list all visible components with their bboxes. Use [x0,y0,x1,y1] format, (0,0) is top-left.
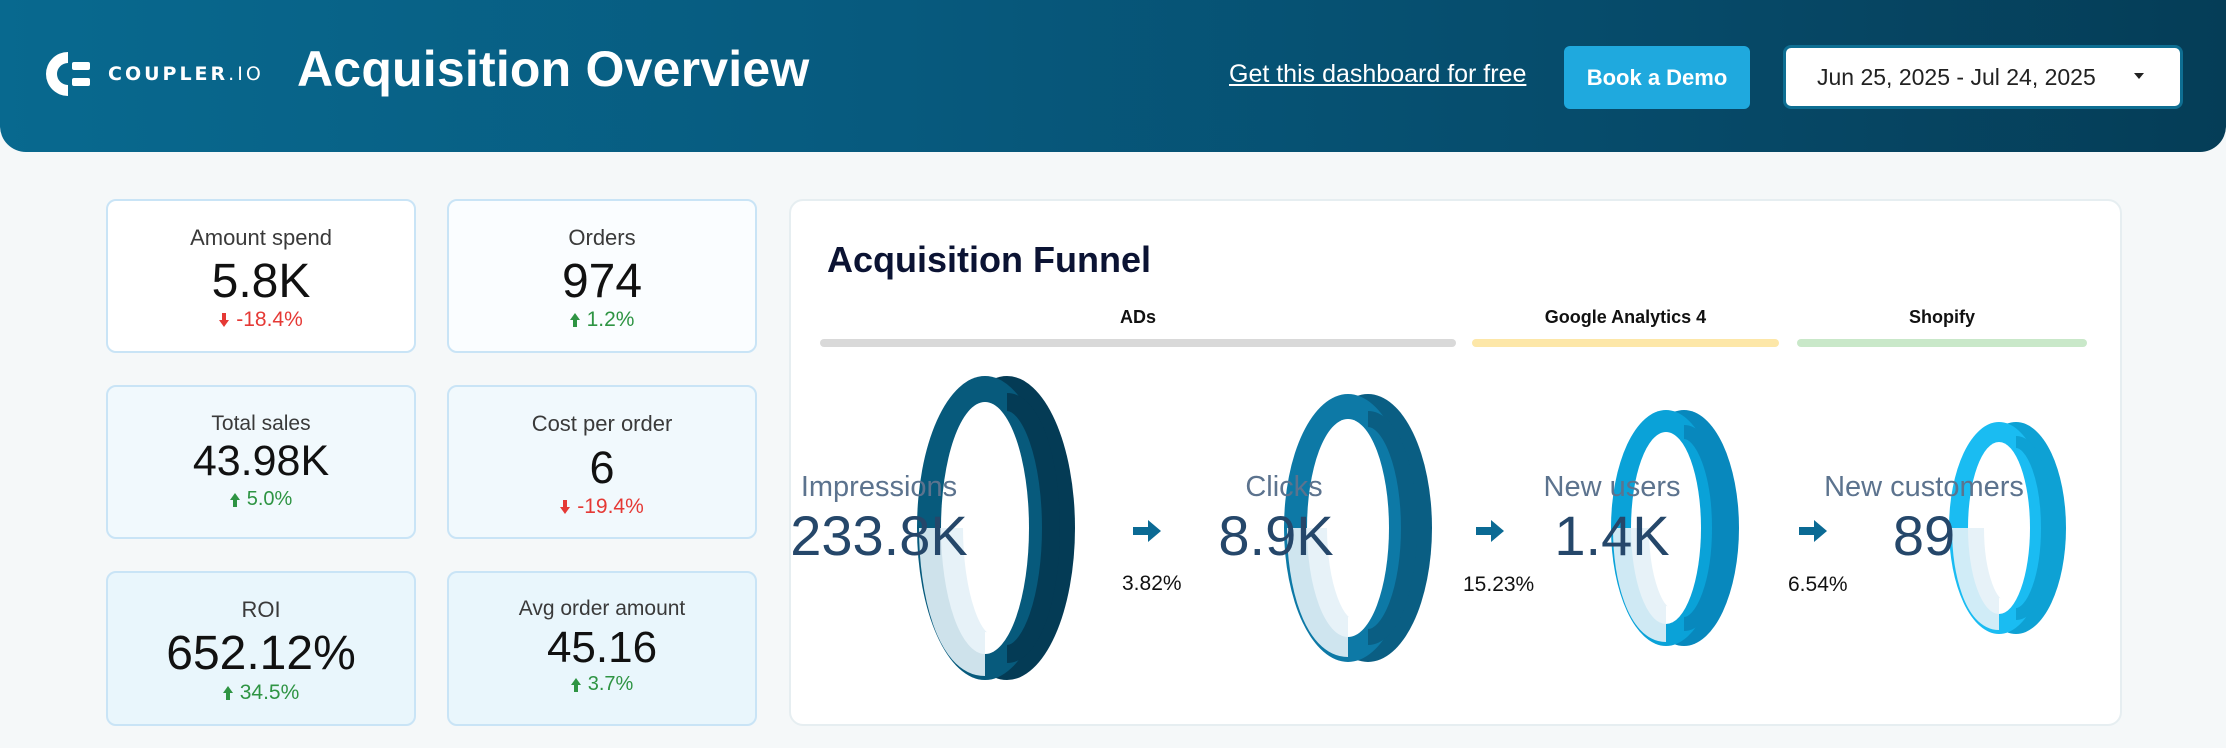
kpi-label: ROI [241,597,281,622]
conversion-rate: 6.54% [1788,573,1848,596]
kpi-delta: 5.0% [108,488,414,511]
kpi-value: 45.16 [546,623,658,672]
kpi-card-amount-spend: Amount spend 5.8K -18.4% [106,199,416,353]
stage-name-new-customers: New customers [1824,471,2024,503]
section-label-ads: ADs [1119,307,1156,327]
stage-name-new-users: New users [1543,471,1681,503]
arrow-up-icon [570,677,581,692]
stage-value-new-customers: 89 [1892,504,1956,567]
funnel-rings [917,376,2066,680]
kpi-card-orders: Orders 974 1.2% [447,199,757,353]
date-range-value: Jun 25, 2025 - Jul 24, 2025 [1817,63,2096,90]
stage-value-clicks: 8.9K [1218,504,1334,567]
date-range-picker[interactable]: Jun 25, 2025 - Jul 24, 2025 [1783,45,2183,109]
stage-name-impressions: Impressions [800,471,958,503]
section-label-ga4: Google Analytics 4 [1544,307,1707,327]
arrow-right-icon [1133,520,1161,542]
kpi-value: 5.8K [211,255,311,308]
kpi-delta: 1.2% [449,308,755,332]
coupler-logo-icon [46,52,90,96]
kpi-value: 652.12% [166,627,356,680]
page-title: Acquisition Overview [297,41,810,97]
section-bar-shopify [1797,339,2087,347]
arrow-right-icon [1476,520,1504,542]
logo-wordmark: COUPLER.IO [108,63,264,85]
section-bar-ads [820,339,1456,347]
dropdown-caret-icon [2134,73,2144,79]
kpi-value: 974 [561,255,643,308]
conversion-rate: 15.23% [1463,573,1535,596]
arrow-down-icon [219,313,230,327]
kpi-label: Avg order amount [518,597,686,620]
funnel-title: Acquisition Funnel [827,239,1151,280]
get-dashboard-link[interactable]: Get this dashboard for free [1229,60,1527,88]
kpi-label: Orders [568,225,636,250]
kpi-delta: -19.4% [449,495,755,519]
stage-value-impressions: 233.8K [790,504,968,567]
ring-new-users-icon [1611,410,1739,646]
kpi-value: 6 [589,442,615,493]
kpi-card-avg-order-amount: Avg order amount 45.16 3.7% [447,571,757,726]
arrow-down-icon [560,500,571,514]
arrow-up-icon [222,686,233,700]
stage-value-new-users: 1.4K [1554,504,1670,567]
kpi-card-cost-per-order: Cost per order 6 -19.4% [447,385,757,539]
kpi-label: Total sales [211,412,311,435]
kpi-delta: 34.5% [108,681,414,705]
ring-clicks-icon [1284,394,1432,662]
kpi-card-total-sales: Total sales 43.98K 5.0% [106,385,416,539]
kpi-card-roi: ROI 652.12% 34.5% [106,571,416,726]
acquisition-funnel-card: Acquisition Funnel ADs Google Analytics … [789,199,2122,726]
kpi-label: Cost per order [531,411,673,436]
coupler-logo[interactable]: COUPLER.IO [44,48,264,100]
arrow-right-icon [1799,520,1827,542]
kpi-value: 43.98K [192,437,330,485]
arrow-up-icon [569,313,580,327]
stage-name-clicks: Clicks [1245,471,1323,503]
section-bar-ga4 [1472,339,1779,347]
book-demo-button[interactable]: Book a Demo [1564,46,1750,109]
section-label-shopify: Shopify [1909,307,1975,327]
ring-impressions-icon [917,376,1075,680]
arrow-up-icon [229,492,240,507]
ring-new-customers-icon [1949,422,2066,634]
header-bar: COUPLER.IO Acquisition Overview Get this… [0,0,2226,152]
conversion-rate: 3.82% [1122,572,1182,595]
kpi-delta: 3.7% [449,673,755,696]
kpi-delta: -18.4% [108,308,414,332]
kpi-label: Amount spend [190,225,332,250]
